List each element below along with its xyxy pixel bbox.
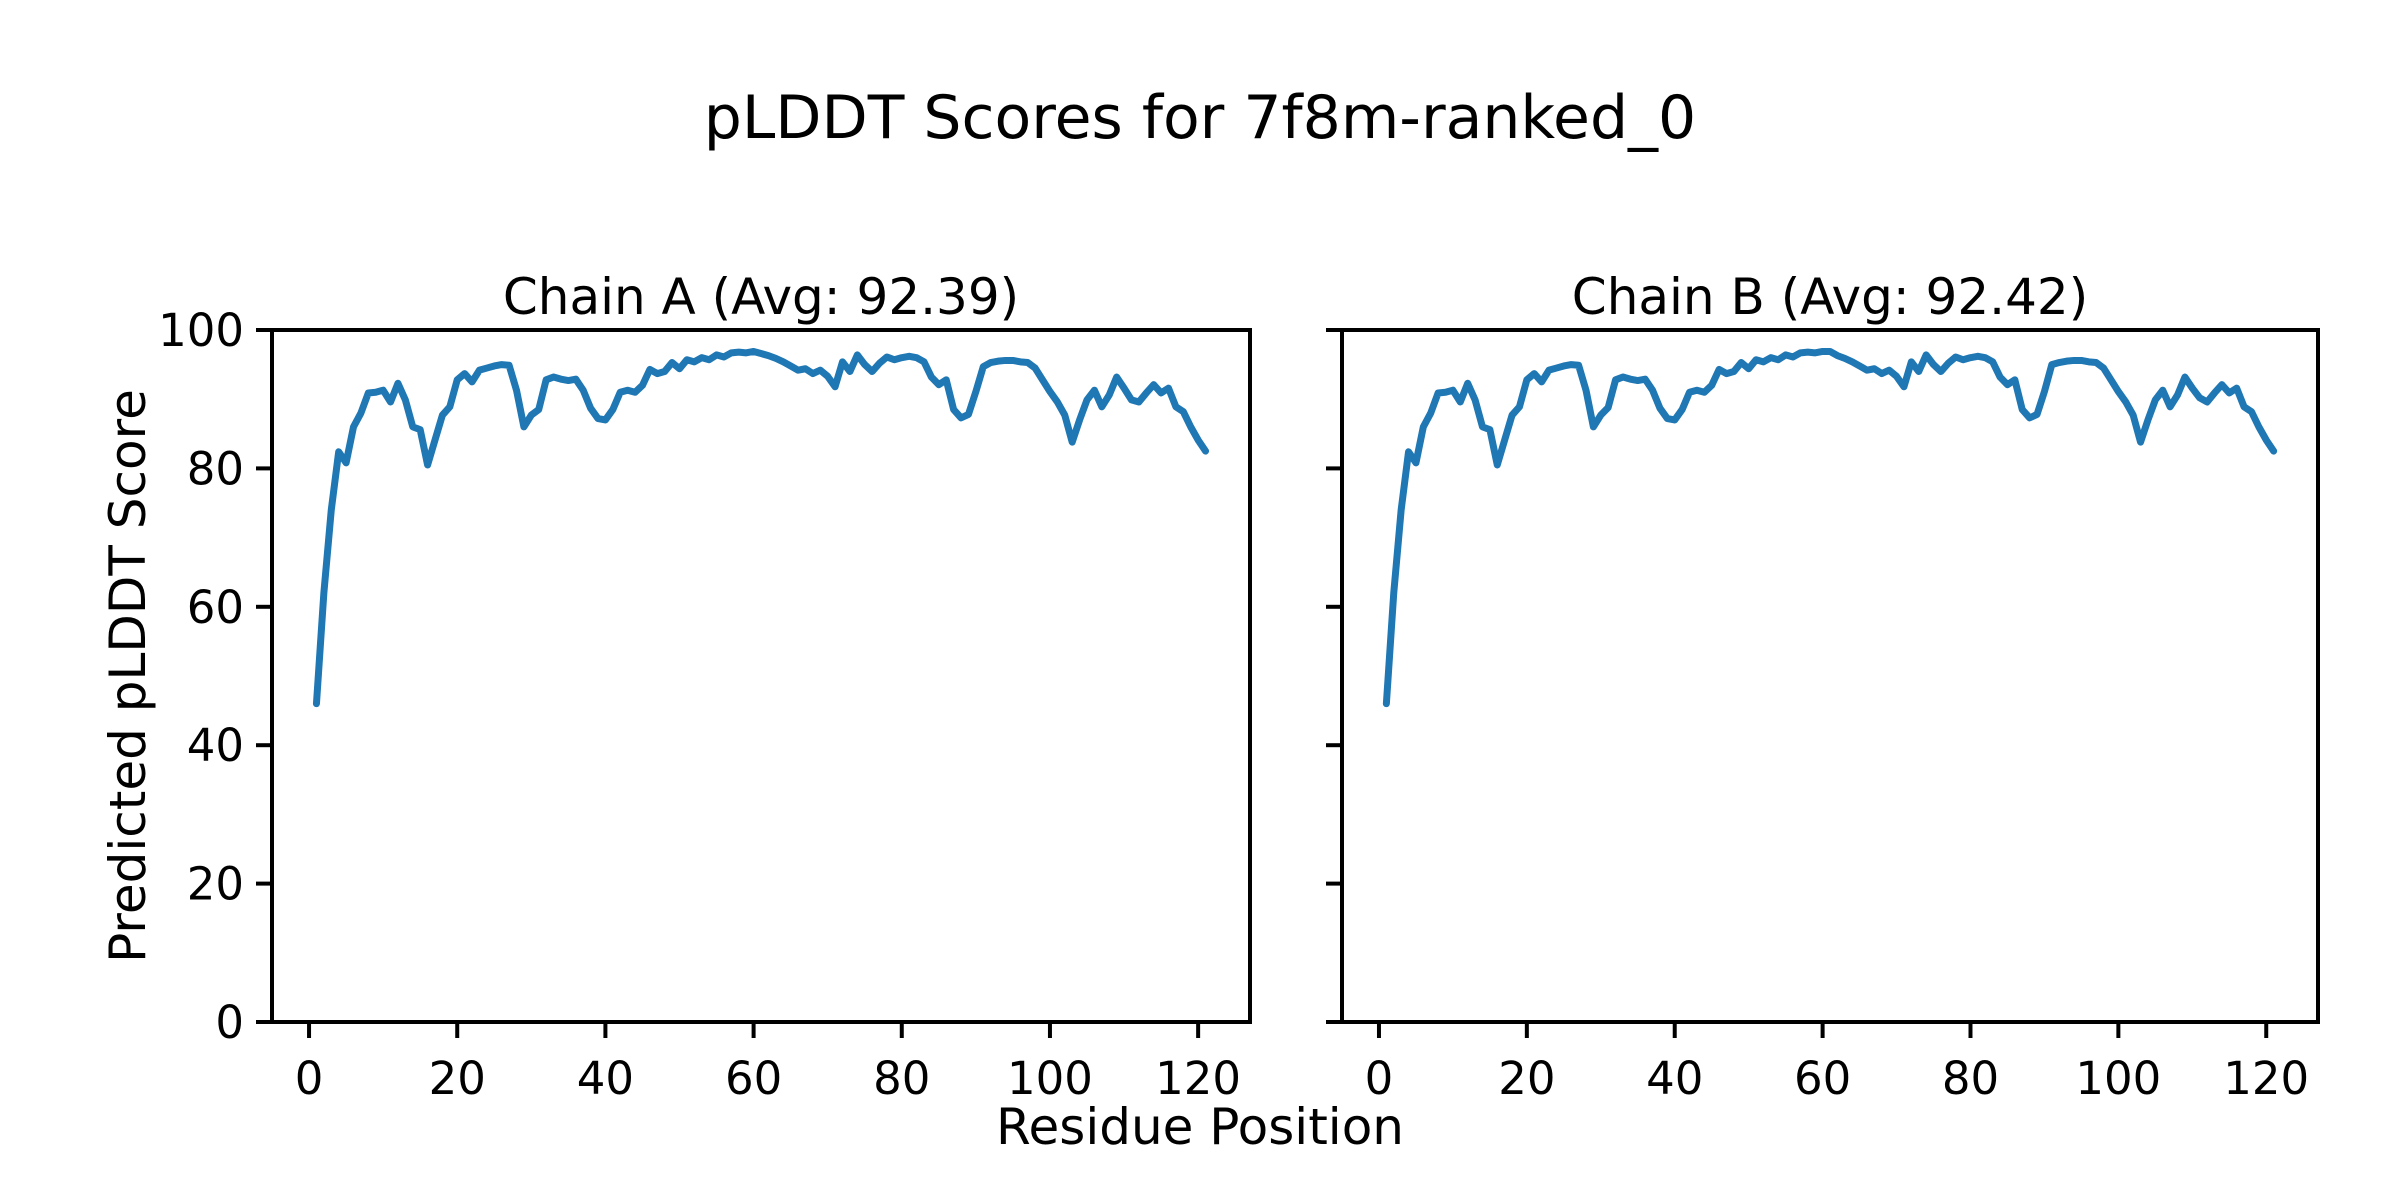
subplot-title-chain-b: Chain B (Avg: 92.42): [1571, 268, 2089, 326]
plot-frame: [1340, 328, 2320, 1024]
x-tick-label: 0: [295, 1052, 324, 1105]
y-tick-label: 80: [187, 442, 244, 495]
y-tick-label: 60: [187, 581, 244, 634]
x-tick-label: 120: [1155, 1052, 1241, 1105]
x-axis-label: Residue Position: [996, 1098, 1404, 1156]
x-tick-label: 20: [429, 1052, 486, 1105]
plot-frame: [270, 328, 1252, 1024]
y-axis-label: Predicted pLDDT Score: [99, 389, 157, 963]
x-tick-label: 80: [873, 1052, 930, 1105]
y-tick-label: 100: [158, 304, 244, 357]
x-tick-label: 120: [2223, 1052, 2309, 1105]
subplot-title-chain-a: Chain A (Avg: 92.39): [502, 268, 1020, 326]
y-tick-label: 20: [187, 858, 244, 911]
subplot-chain-b: 0 20 40 60 80 100 120: [1326, 328, 2320, 1105]
figure-title: pLDDT Scores for 7f8m-ranked_0: [703, 83, 1697, 153]
x-tick-label: 100: [1007, 1052, 1093, 1105]
x-tick-label: 0: [1365, 1052, 1394, 1105]
x-tick-label: 60: [725, 1052, 782, 1105]
x-tick-label: 40: [577, 1052, 634, 1105]
plddt-line-chain-a: [312, 347, 1210, 708]
x-tick-label: 40: [1646, 1052, 1703, 1105]
x-tick-label: 80: [1942, 1052, 1999, 1105]
y-tick-label: 40: [187, 719, 244, 772]
x-tick-label: 20: [1498, 1052, 1555, 1105]
subplot-chain-a: 0 20 40 60 80 100 120 0 20 40 60 80 100: [158, 304, 1252, 1105]
plddt-line-chain-b: [1382, 347, 2278, 708]
y-tick-label: 0: [215, 996, 244, 1049]
x-tick-label: 100: [2075, 1052, 2161, 1105]
x-tick-label: 60: [1794, 1052, 1851, 1105]
